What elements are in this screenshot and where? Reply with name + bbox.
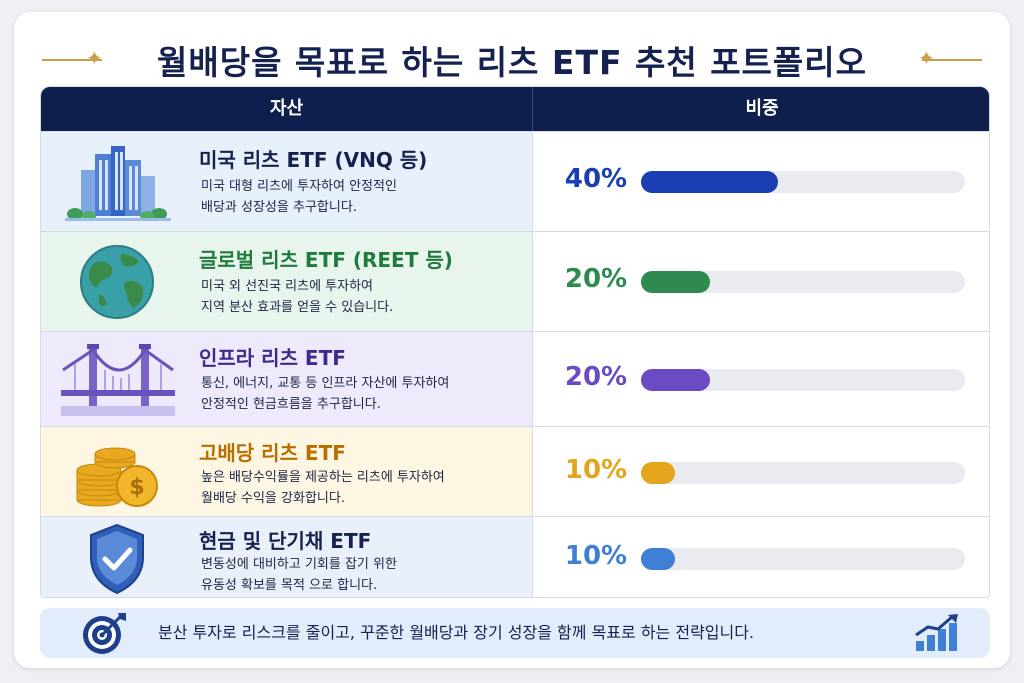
asset-desc-line2: 지역 분산 효과를 얻을 수 있습니다.	[201, 300, 394, 315]
weight-percent: 10%	[564, 455, 628, 485]
city-buildings-icon	[59, 142, 177, 222]
target-icon	[80, 611, 128, 657]
column-header-asset: 자산	[41, 87, 533, 131]
column-header-weight: 비중	[745, 98, 779, 119]
asset-desc-line2: 월배당 수익을 강화합니다.	[201, 491, 345, 506]
table-header: 자산 비중	[41, 87, 989, 131]
asset-desc-line1: 미국 대형 리츠에 투자하여 안정적인	[201, 179, 397, 194]
asset-desc-line1: 변동성에 대비하고 기회를 잡기 위한	[201, 557, 397, 572]
asset-cell: 현금 및 단기채 ETF 변동성에 대비하고 기회를 잡기 위한 유동성 확보를…	[41, 517, 533, 597]
table-row-infra-reit: 인프라 리츠 ETF 통신, 에너지, 교통 등 인프라 자산에 투자하여 안정…	[41, 331, 989, 426]
asset-desc-line2: 안정적인 현금흐름을 추구합니다.	[201, 397, 381, 412]
page-title: 월배당을 목표로 하는 리츠 ETF 추천 포트폴리오	[156, 43, 867, 82]
asset-desc-line2: 배당과 성장성을 추구합니다.	[201, 200, 357, 215]
asset-cell: 미국 리츠 ETF (VNQ 등) 미국 대형 리츠에 투자하여 안정적인 배당…	[41, 132, 533, 231]
weight-bar-track	[641, 271, 965, 293]
title-divider-left	[42, 59, 102, 61]
bridge-icon	[59, 340, 177, 420]
asset-title: 인프라 리츠 ETF	[199, 346, 346, 370]
table-row-cash: 현금 및 단기채 ETF 변동성에 대비하고 기회를 잡기 위한 유동성 확보를…	[41, 516, 989, 597]
weight-bar-track	[641, 462, 965, 484]
weight-cell: 10%	[533, 517, 989, 597]
asset-title: 현금 및 단기채 ETF	[199, 529, 372, 553]
asset-title: 고배당 리츠 ETF	[199, 441, 346, 465]
table-row-us-reit: 미국 리츠 ETF (VNQ 등) 미국 대형 리츠에 투자하여 안정적인 배당…	[41, 131, 989, 231]
asset-title: 미국 리츠 ETF (VNQ 등)	[199, 148, 428, 172]
sparkle-left-icon: ✦	[86, 46, 103, 70]
coins-icon: $	[59, 432, 177, 512]
growth-chart-icon	[912, 613, 962, 653]
asset-cell: 인프라 리츠 ETF 통신, 에너지, 교통 등 인프라 자산에 투자하여 안정…	[41, 332, 533, 426]
summary-footer: 분산 투자로 리스크를 줄이고, 꾸준한 월배당과 장기 성장을 함께 목표로 …	[40, 608, 990, 658]
weight-bar-fill	[641, 548, 676, 570]
asset-cell: 글로벌 리츠 ETF (REET 등) 미국 외 선진국 리츠에 투자하여 지역…	[41, 232, 533, 331]
weight-bar-fill	[641, 171, 779, 193]
weight-bar-fill	[641, 462, 676, 484]
weight-percent: 20%	[564, 362, 628, 392]
weight-bar-track	[641, 369, 965, 391]
table-row-high-dividend: $ 고배당 리츠 ETF 높은 배당수익률을 제공하는 리츠에 투자하여 월배당…	[41, 426, 989, 516]
sparkle-right-icon: ✦	[918, 46, 935, 70]
weight-bar-fill	[641, 271, 710, 293]
weight-bar-fill	[641, 369, 710, 391]
weight-bar-track	[641, 548, 965, 570]
asset-desc-line1: 통신, 에너지, 교통 등 인프라 자산에 투자하여	[201, 376, 450, 391]
asset-title: 글로벌 리츠 ETF (REET 등)	[199, 248, 453, 272]
portfolio-table: 자산 비중	[40, 86, 990, 598]
asset-desc-line1: 높은 배당수익률을 제공하는 리츠에 투자하여	[201, 470, 445, 485]
summary-text: 분산 투자로 리스크를 줄이고, 꾸준한 월배당과 장기 성장을 함께 목표로 …	[158, 623, 755, 642]
weight-cell: 10%	[533, 427, 989, 516]
weight-percent: 20%	[564, 264, 628, 294]
globe-icon	[59, 242, 177, 322]
title-row: 월배당을 목표로 하는 리츠 ETF 추천 포트폴리오	[14, 34, 1010, 86]
asset-desc-line1: 미국 외 선진국 리츠에 투자하여	[201, 279, 374, 294]
shield-check-icon	[59, 519, 177, 597]
weight-cell: 40%	[533, 132, 989, 231]
weight-percent: 10%	[564, 541, 628, 571]
svg-text:$: $	[129, 475, 144, 500]
portfolio-card: ✦ 월배당을 목표로 하는 리츠 ETF 추천 포트폴리오 ✦ 자산 비중	[14, 12, 1010, 668]
table-row-global-reit: 글로벌 리츠 ETF (REET 등) 미국 외 선진국 리츠에 투자하여 지역…	[41, 231, 989, 331]
weight-bar-track	[641, 171, 965, 193]
title-divider-right	[922, 59, 982, 61]
weight-percent: 40%	[564, 164, 628, 194]
weight-cell: 20%	[533, 232, 989, 331]
weight-cell: 20%	[533, 332, 989, 426]
asset-cell: $ 고배당 리츠 ETF 높은 배당수익률을 제공하는 리츠에 투자하여 월배당…	[41, 427, 533, 516]
asset-desc-line2: 유동성 확보를 목적 으로 합니다.	[201, 578, 378, 593]
